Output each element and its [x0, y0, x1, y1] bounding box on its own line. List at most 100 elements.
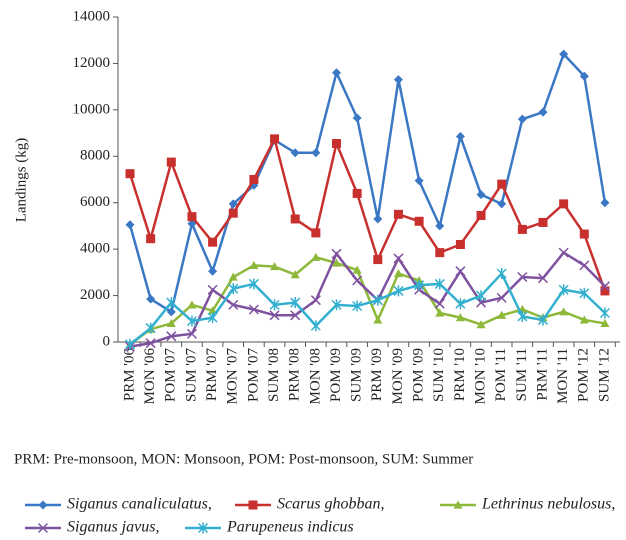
data-point	[331, 299, 342, 311]
x-tick-label: MON '06	[142, 348, 158, 405]
x-tick-label: POM '07	[245, 348, 261, 402]
data-point	[186, 315, 197, 327]
data-point	[455, 240, 465, 249]
data-point	[228, 199, 238, 209]
data-point	[599, 307, 610, 319]
x-tick-label: MON '10	[472, 348, 488, 404]
series-line	[128, 135, 607, 292]
legend-marker	[453, 500, 463, 509]
data-point	[372, 294, 383, 306]
legend-marker	[197, 522, 209, 534]
data-point	[352, 275, 363, 286]
y-tick-label: 2000	[80, 287, 110, 303]
data-point	[455, 313, 465, 322]
data-point	[187, 300, 197, 309]
data-point	[208, 237, 218, 247]
data-point	[311, 252, 321, 261]
series-line	[128, 51, 607, 314]
legend-label: Scarus ghobban,	[277, 496, 385, 513]
legend-label: Siganus canaliculatus,	[67, 496, 212, 513]
x-tick-label: SUM '10	[431, 348, 447, 402]
data-point	[207, 284, 218, 295]
x-tick-label: PRM '11	[534, 348, 550, 401]
data-point	[600, 286, 610, 296]
data-point	[332, 68, 341, 78]
x-tick-label: SUM '11	[514, 348, 530, 401]
data-point	[352, 300, 363, 312]
x-tick-label: PRM '06	[121, 348, 137, 402]
data-point	[166, 331, 177, 342]
data-point	[145, 322, 156, 334]
data-point	[435, 248, 445, 258]
data-point	[228, 283, 239, 295]
data-point	[476, 190, 486, 200]
data-point	[600, 198, 610, 208]
data-point	[352, 265, 362, 274]
x-tick-label: PRM '08	[287, 348, 303, 401]
data-point	[435, 221, 445, 231]
data-point	[146, 294, 156, 304]
series-line	[129, 255, 606, 346]
data-point	[558, 284, 569, 296]
data-point	[497, 310, 507, 319]
data-point	[455, 266, 466, 277]
data-point	[270, 262, 280, 271]
data-point	[290, 270, 300, 279]
y-tick-label: 4000	[80, 241, 110, 257]
y-tick-label: 12000	[73, 55, 111, 71]
data-point	[579, 229, 589, 239]
data-point	[311, 148, 321, 158]
legend-marker	[38, 500, 48, 510]
data-point	[599, 281, 610, 292]
x-tick-label: POM '09	[328, 348, 344, 402]
data-point	[290, 214, 300, 224]
data-point	[270, 134, 280, 144]
data-point	[579, 287, 590, 299]
data-point	[559, 49, 569, 59]
y-tick-label: 0	[103, 333, 111, 349]
data-point	[414, 216, 424, 226]
data-point	[269, 310, 280, 321]
data-point	[393, 253, 404, 264]
data-point	[249, 260, 259, 269]
data-point	[125, 169, 135, 179]
x-tick-label: PRM '07	[204, 348, 220, 402]
data-point	[125, 220, 135, 230]
x-tick-label: PRM '10	[452, 348, 468, 401]
data-point	[497, 179, 507, 189]
data-point	[145, 338, 156, 349]
data-point	[538, 217, 548, 227]
data-point	[517, 271, 528, 283]
y-tick-label: 8000	[80, 148, 110, 164]
data-point	[269, 299, 280, 311]
data-point	[124, 338, 136, 350]
data-point	[373, 315, 383, 324]
data-point	[373, 255, 383, 265]
x-tick-label: SUM '09	[349, 348, 365, 402]
data-point	[476, 320, 486, 329]
data-point	[496, 292, 507, 303]
data-point	[166, 157, 176, 167]
legend-marker	[37, 522, 49, 534]
data-point	[166, 318, 176, 328]
x-tick-label: POM '09	[411, 348, 427, 402]
data-point	[414, 279, 425, 291]
data-point	[538, 107, 548, 117]
x-tick-label: SUM '12	[596, 348, 612, 402]
data-point	[393, 209, 403, 219]
data-point	[248, 304, 259, 315]
data-point	[435, 308, 445, 317]
data-point	[228, 299, 239, 310]
data-point	[290, 297, 301, 309]
data-point	[434, 278, 445, 290]
data-point	[249, 175, 259, 184]
data-point	[579, 260, 590, 271]
x-tick-label: SUM '07	[183, 348, 199, 402]
data-point	[559, 307, 569, 316]
data-point	[248, 278, 259, 290]
data-point	[311, 228, 321, 238]
data-point	[414, 176, 424, 186]
data-point	[455, 298, 466, 310]
x-tick-label: POM '11	[493, 348, 509, 401]
